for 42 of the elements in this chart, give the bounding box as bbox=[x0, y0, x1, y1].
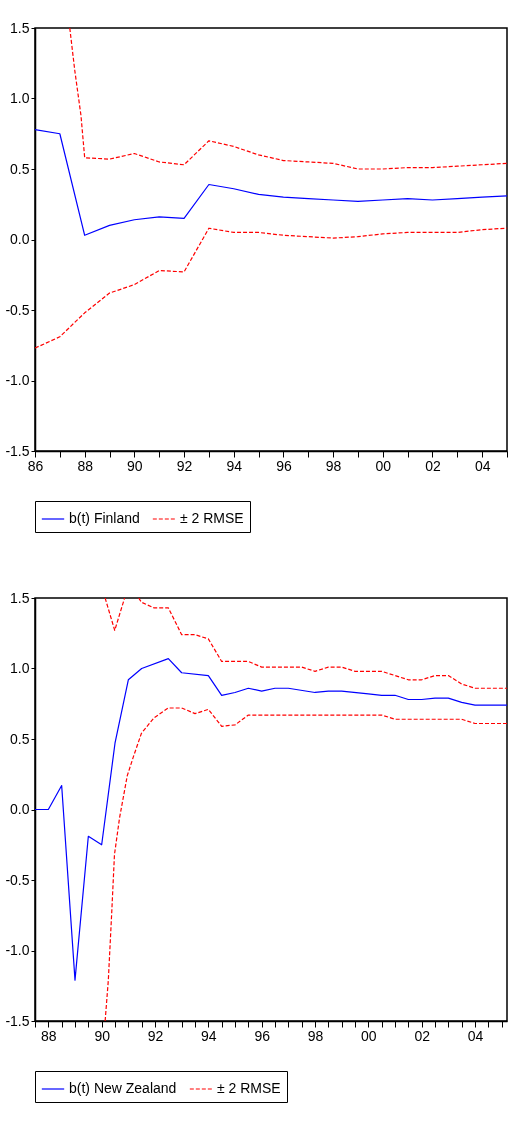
x-tick-label: 92 bbox=[147, 1027, 164, 1044]
legend-label: b(t) Finland bbox=[69, 510, 140, 526]
y-tick-label: 1.5 bbox=[10, 19, 30, 36]
x-tick-label: 96 bbox=[254, 1027, 271, 1044]
x-tick-label: 94 bbox=[201, 1027, 217, 1044]
line-series bbox=[35, 227, 507, 349]
x-tick-label: 02 bbox=[414, 1027, 431, 1044]
x-tick-label: 04 bbox=[474, 457, 491, 474]
x-tick-label: 88 bbox=[77, 457, 94, 474]
y-tick-label: 0.5 bbox=[10, 730, 30, 747]
x-tick-label: 00 bbox=[361, 1027, 377, 1044]
y-tick-label: 1.0 bbox=[10, 660, 30, 676]
x-tick-label: 04 bbox=[467, 1027, 484, 1044]
legend-label: ± 2 RMSE bbox=[217, 1080, 281, 1096]
y-tick-label: 1.5 bbox=[10, 589, 30, 606]
y-tick-label: -0.5 bbox=[5, 301, 30, 318]
legend-label: b(t) New Zealand bbox=[69, 1080, 177, 1096]
y-tick-label: -1.0 bbox=[5, 372, 30, 388]
x-tick-label: 90 bbox=[127, 457, 143, 474]
x-tick-label: 92 bbox=[176, 457, 193, 474]
line-series bbox=[69, 28, 507, 170]
x-tick-label: 02 bbox=[425, 457, 441, 474]
x-tick-label: 86 bbox=[27, 457, 44, 474]
y-tick-label: -1.0 bbox=[5, 942, 30, 958]
y-tick-label: 0.0 bbox=[10, 801, 30, 817]
x-tick-label: 98 bbox=[325, 457, 342, 474]
line-series bbox=[35, 658, 507, 981]
legend-label: ± 2 RMSE bbox=[180, 510, 244, 526]
x-tick-label: 90 bbox=[94, 1027, 111, 1044]
x-tick-label: 94 bbox=[226, 457, 243, 474]
x-tick-label: 88 bbox=[41, 1027, 57, 1044]
x-tick-label: 96 bbox=[276, 457, 292, 474]
x-tick-label: 98 bbox=[307, 1027, 324, 1044]
y-tick-label: -1.5 bbox=[5, 442, 30, 459]
y-tick-label: -0.5 bbox=[5, 871, 30, 888]
line-series bbox=[35, 128, 507, 236]
y-tick-label: -1.5 bbox=[5, 1012, 30, 1029]
y-tick-label: 0.0 bbox=[10, 231, 30, 247]
x-tick-label: 00 bbox=[375, 457, 392, 474]
y-tick-label: 1.0 bbox=[10, 90, 30, 106]
y-tick-label: 0.5 bbox=[10, 160, 30, 177]
line-series bbox=[104, 707, 507, 1021]
